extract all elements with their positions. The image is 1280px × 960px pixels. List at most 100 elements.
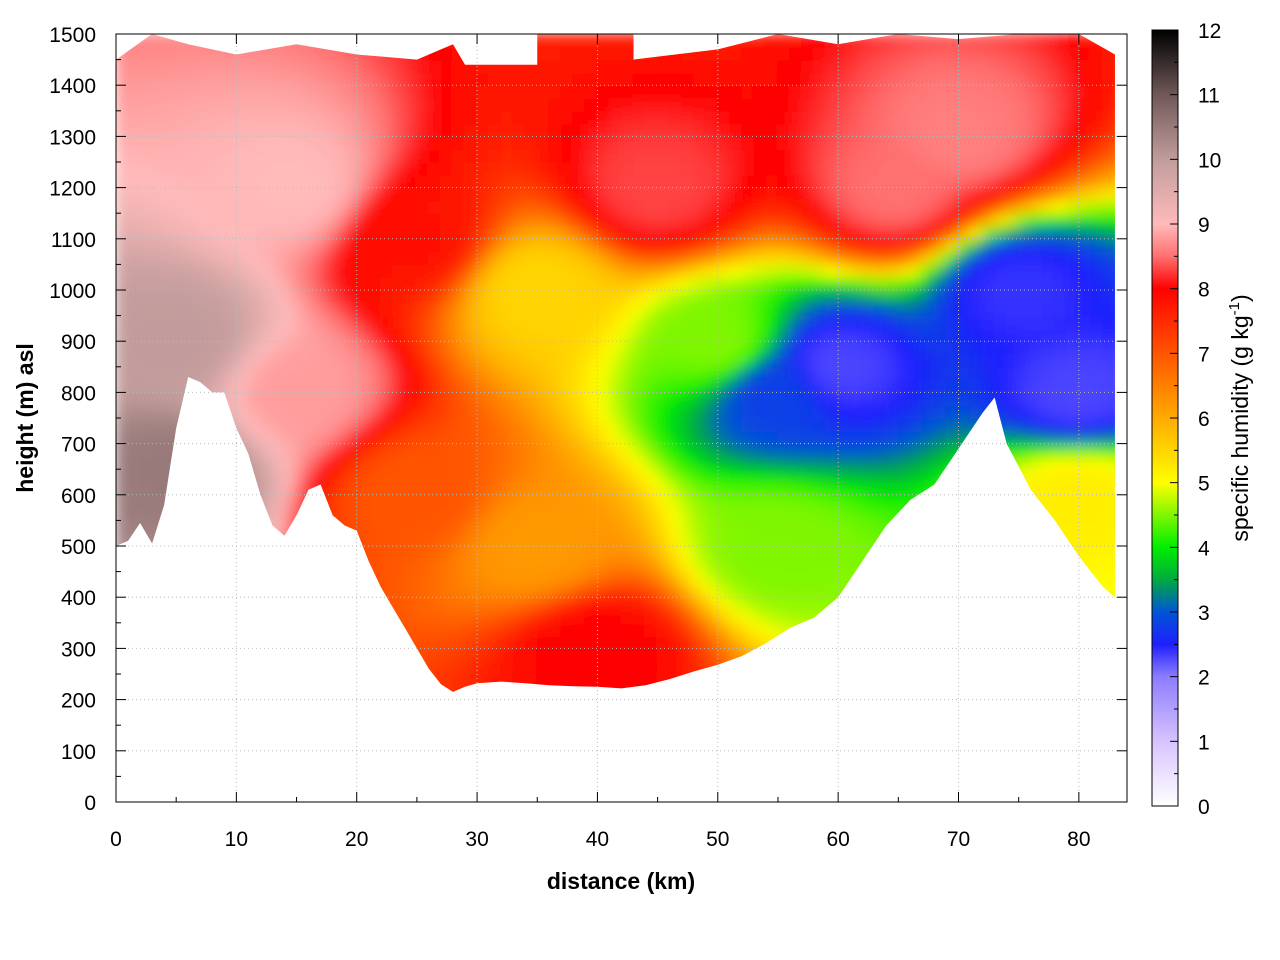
- heat-cell: [1089, 199, 1104, 215]
- heat-cell: [837, 634, 852, 650]
- heat-cell: [415, 583, 430, 599]
- heat-cell: [271, 737, 285, 752]
- heat-cell: [223, 647, 238, 663]
- heat-cell: [729, 788, 743, 803]
- heat-cell: [656, 109, 671, 125]
- heat-cell: [825, 263, 840, 279]
- heat-cell: [355, 583, 370, 599]
- heat-cell: [1053, 365, 1068, 381]
- heat-cell: [187, 97, 202, 112]
- heat-cell: [608, 135, 623, 151]
- heat-cell: [271, 301, 286, 317]
- heat-cell: [717, 763, 731, 778]
- heat-cell: [271, 775, 285, 790]
- heat-cell: [1017, 404, 1032, 419]
- heat-cell: [235, 737, 249, 752]
- heat-cell: [415, 596, 430, 611]
- heat-cell: [247, 775, 261, 790]
- heat-cell: [139, 545, 154, 560]
- heat-cell: [428, 750, 442, 765]
- heat-cell: [777, 775, 791, 790]
- heat-cell: [175, 442, 190, 458]
- heat-cell: [680, 340, 695, 355]
- heat-cell: [572, 711, 586, 726]
- heat-cell: [512, 545, 527, 560]
- heat-cell: [295, 532, 310, 547]
- heat-cell: [728, 161, 743, 176]
- heat-cell: [837, 340, 852, 355]
- heat-cell: [476, 135, 491, 151]
- heat-cell: [572, 532, 587, 547]
- heat-cell: [1030, 763, 1044, 778]
- heat-cell: [692, 609, 707, 624]
- heat-cell: [548, 314, 563, 330]
- heat-cell: [789, 493, 804, 509]
- heat-cell: [319, 148, 334, 163]
- heat-cell: [548, 775, 562, 790]
- heat-cell: [295, 634, 310, 650]
- heat-cell: [1054, 711, 1068, 726]
- heat-cell: [764, 519, 779, 535]
- heat-cell: [994, 711, 1008, 726]
- heat-cell: [849, 71, 864, 87]
- heat-cell: [247, 493, 262, 509]
- heat-cell: [464, 365, 479, 381]
- heat-cell: [524, 97, 539, 112]
- heat-cell: [861, 314, 876, 330]
- heat-cell: [801, 353, 816, 368]
- heat-cell: [885, 724, 899, 739]
- heat-cell: [620, 493, 635, 509]
- heat-cell: [740, 109, 755, 125]
- heat-cell: [1101, 557, 1115, 573]
- heat-cell: [211, 673, 226, 688]
- heat-cell: [235, 97, 250, 112]
- heat-cell: [596, 327, 611, 343]
- heat-cell: [764, 545, 779, 560]
- heat-cell: [500, 763, 514, 778]
- heat-cell: [596, 237, 611, 253]
- heat-cell: [981, 519, 996, 535]
- heat-cell: [801, 455, 816, 471]
- heat-cell: [247, 506, 262, 522]
- heat-cell: [175, 109, 190, 125]
- heat-cell: [897, 417, 912, 432]
- heat-cell: [1017, 468, 1032, 483]
- heat-cell: [488, 685, 503, 692]
- heat-cell: [897, 596, 912, 611]
- heat-cell: [379, 173, 394, 189]
- heat-cell: [885, 327, 900, 343]
- heat-cell: [560, 276, 575, 291]
- heat-cell: [873, 685, 888, 692]
- heat-cell: [127, 442, 142, 458]
- heat-cell: [994, 699, 1008, 714]
- heat-cell: [223, 212, 238, 227]
- heat-cell: [476, 199, 491, 215]
- heat-cell: [933, 596, 948, 611]
- heat-cell: [632, 84, 647, 99]
- heat-cell: [656, 570, 671, 586]
- heat-cell: [885, 468, 900, 483]
- heat-cell: [957, 519, 972, 535]
- heat-cell: [680, 673, 695, 688]
- heat-cell: [728, 340, 743, 355]
- heat-cell: [211, 429, 226, 445]
- heat-cell: [307, 314, 322, 330]
- heat-cell: [957, 263, 972, 279]
- heat-cell: [909, 583, 924, 599]
- heat-cell: [849, 263, 864, 279]
- heat-cell: [404, 711, 418, 726]
- heat-cell: [909, 711, 923, 726]
- heat-cell: [1017, 97, 1032, 112]
- heat-cell: [235, 506, 250, 522]
- heat-cell: [632, 596, 647, 611]
- heat-cell: [211, 97, 226, 112]
- heat-cell: [175, 327, 190, 343]
- heat-cell: [1029, 97, 1044, 112]
- heat-cell: [620, 314, 635, 330]
- heat-cell: [175, 404, 190, 419]
- heat-cell: [909, 609, 924, 624]
- heat-cell: [403, 289, 418, 304]
- heat-cell: [1017, 570, 1032, 586]
- heat-cell: [355, 455, 370, 471]
- heat-cell: [813, 122, 828, 138]
